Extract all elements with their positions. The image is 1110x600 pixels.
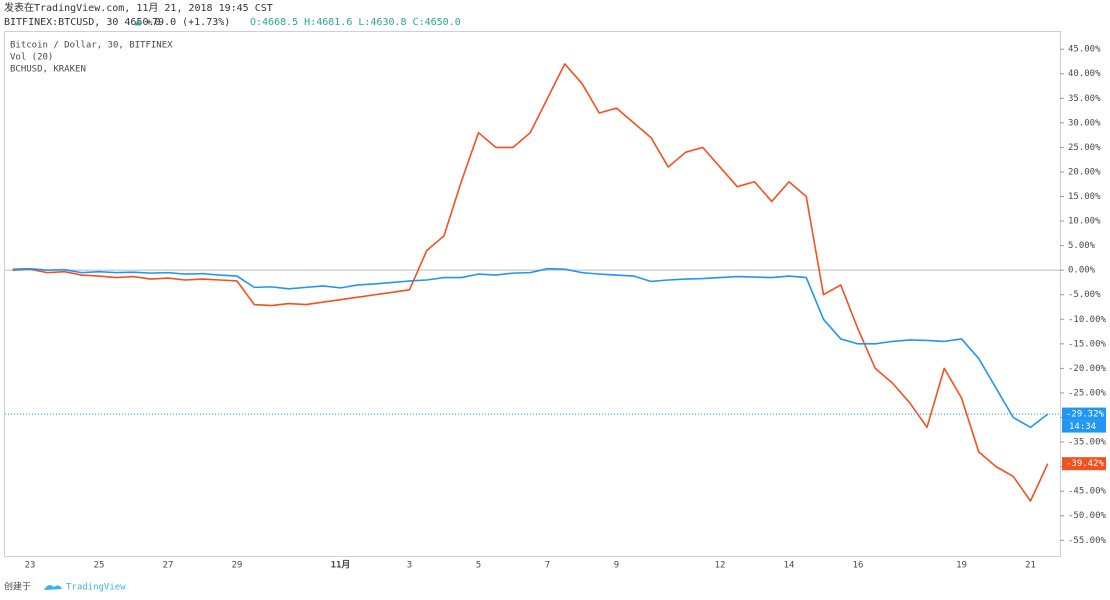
y-tick-label: 10.00%: [1068, 217, 1101, 227]
price-tag: [1062, 407, 1106, 421]
x-tick-label: 25: [94, 561, 105, 571]
x-tick-label: 23: [25, 561, 36, 571]
footer-created: 创建于: [4, 581, 31, 593]
price-tag: [1062, 457, 1106, 471]
countdown-label: 14:34: [1069, 422, 1096, 432]
x-tick-label: 27: [163, 561, 174, 571]
price-line: [12, 63, 1049, 502]
x-tick-label: 14: [784, 561, 795, 571]
y-tick-label: -5.00%: [1068, 290, 1101, 300]
y-tick-label: 20.00%: [1068, 167, 1101, 177]
up-arrow: ▲: [135, 17, 141, 28]
x-tick-label: 19: [956, 561, 967, 571]
x-tick-label: 9: [614, 561, 619, 571]
y-tick-label: -35.00%: [1068, 438, 1107, 448]
plot-frame: [4, 31, 1061, 557]
footer-brand: TradingView: [66, 583, 126, 593]
x-tick-label: 3: [407, 561, 412, 571]
y-tick-label: -45.00%: [1068, 487, 1107, 497]
legend-entry: BCHUSD, KRAKEN: [10, 65, 86, 75]
x-tick-label: 7: [545, 561, 550, 571]
x-tick-label: 16: [853, 561, 864, 571]
legend-entry: Bitcoin / Dollar, 30, BITFINEX: [10, 41, 173, 51]
x-tick-label: 11月: [331, 560, 351, 571]
x-tick-label: 12: [715, 561, 726, 571]
y-tick-label: 0.00%: [1068, 266, 1096, 276]
ohlc: O:4668.5 H:4681.6 L:4630.8 C:4650.0: [250, 17, 461, 28]
y-tick-label: 40.00%: [1068, 69, 1101, 79]
price-tag-label: -29.32%: [1066, 410, 1105, 420]
y-tick-label: -15.00%: [1068, 339, 1107, 349]
y-tick-label: 5.00%: [1068, 241, 1096, 251]
price-tag-label: -39.42%: [1066, 459, 1105, 469]
y-tick-label: -50.00%: [1068, 511, 1107, 521]
y-tick-label: 35.00%: [1068, 94, 1101, 104]
x-tick-label: 21: [1025, 561, 1036, 571]
y-tick-label: 45.00%: [1068, 45, 1101, 55]
x-tick-label: 5: [476, 561, 481, 571]
y-tick-label: -55.00%: [1068, 536, 1107, 546]
y-tick-label: 15.00%: [1068, 192, 1101, 202]
price-line: [12, 267, 1049, 429]
y-tick-label: -25.00%: [1068, 388, 1107, 398]
change: +79.0 (+1.73%): [146, 17, 230, 28]
published-line: 发表在TradingView.com, 11月 21, 2018 19:45 C…: [4, 1, 273, 14]
legend-entry: Vol (20): [10, 53, 53, 63]
y-tick-label: 25.00%: [1068, 143, 1101, 153]
brand-logo: [44, 585, 62, 590]
y-tick-label: -10.00%: [1068, 315, 1107, 325]
x-tick-label: 29: [232, 561, 243, 571]
countdown-tag: [1062, 420, 1106, 433]
symbol: BITFINEX:BTCUSD, 30 4650.0: [4, 17, 161, 28]
y-tick-label: 30.00%: [1068, 118, 1101, 128]
y-tick-label: -20.00%: [1068, 364, 1107, 374]
